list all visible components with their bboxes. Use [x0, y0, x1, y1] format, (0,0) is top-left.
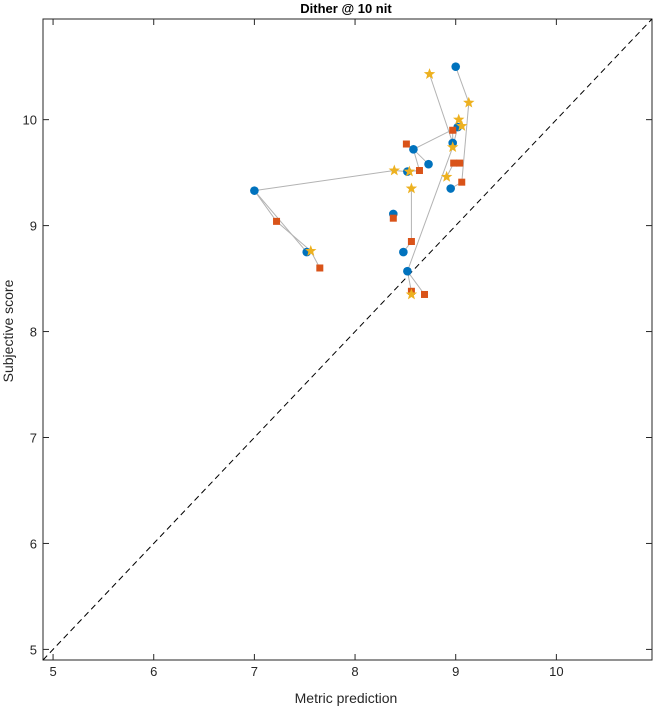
x-tick-label: 5 [49, 664, 56, 679]
star-point [456, 120, 468, 131]
square-point [458, 178, 466, 186]
square-point [407, 237, 415, 245]
square-point [450, 159, 458, 167]
x-axis-label: Metric prediction [295, 690, 398, 706]
star-point [388, 164, 401, 176]
circle-point [399, 247, 408, 257]
y-tick-label: 10 [23, 113, 37, 128]
y-tick-label: 5 [30, 642, 37, 657]
star-point [305, 245, 317, 256]
square-point [273, 217, 281, 225]
plot-area: 5 6 7 8 9 10 5 6 7 8 9 10 [23, 18, 653, 679]
square-point [421, 290, 429, 298]
square-point [415, 167, 423, 175]
star-point [403, 165, 416, 177]
x-tick-label: 9 [452, 664, 459, 679]
circle-point [250, 186, 259, 195]
star-point [453, 113, 465, 125]
square-point [456, 159, 464, 167]
circle-point [403, 266, 412, 276]
star-point [405, 182, 418, 194]
circle-point [446, 184, 455, 193]
reference-line [42, 18, 653, 661]
x-tick-label: 6 [150, 664, 157, 679]
connector-line [406, 143, 421, 173]
square-point [402, 140, 410, 148]
y-tick-label: 8 [30, 325, 37, 340]
square-point [449, 126, 457, 134]
circle-point [409, 145, 418, 154]
x-tick-label: 8 [351, 664, 358, 679]
x-tick-label: 7 [251, 664, 258, 679]
star-point [405, 288, 418, 300]
chart-title: Dither @ 10 nit [300, 1, 392, 16]
circle-point [424, 159, 433, 169]
star-point [423, 68, 436, 79]
y-tick-label: 9 [30, 219, 37, 234]
star-point [463, 96, 475, 108]
square-point [316, 264, 324, 272]
y-tick-label: 7 [30, 431, 37, 446]
y-tick-label: 6 [30, 536, 37, 551]
star-point [446, 141, 459, 153]
square-point [389, 214, 397, 222]
x-tick-label: 10 [549, 664, 563, 679]
connector-line [450, 66, 470, 189]
y-axis-label: Subjective score [0, 279, 16, 382]
circle-point [451, 62, 461, 71]
star-point [440, 170, 453, 182]
